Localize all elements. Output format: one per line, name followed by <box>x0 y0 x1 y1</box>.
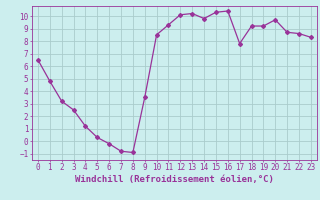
X-axis label: Windchill (Refroidissement éolien,°C): Windchill (Refroidissement éolien,°C) <box>75 175 274 184</box>
